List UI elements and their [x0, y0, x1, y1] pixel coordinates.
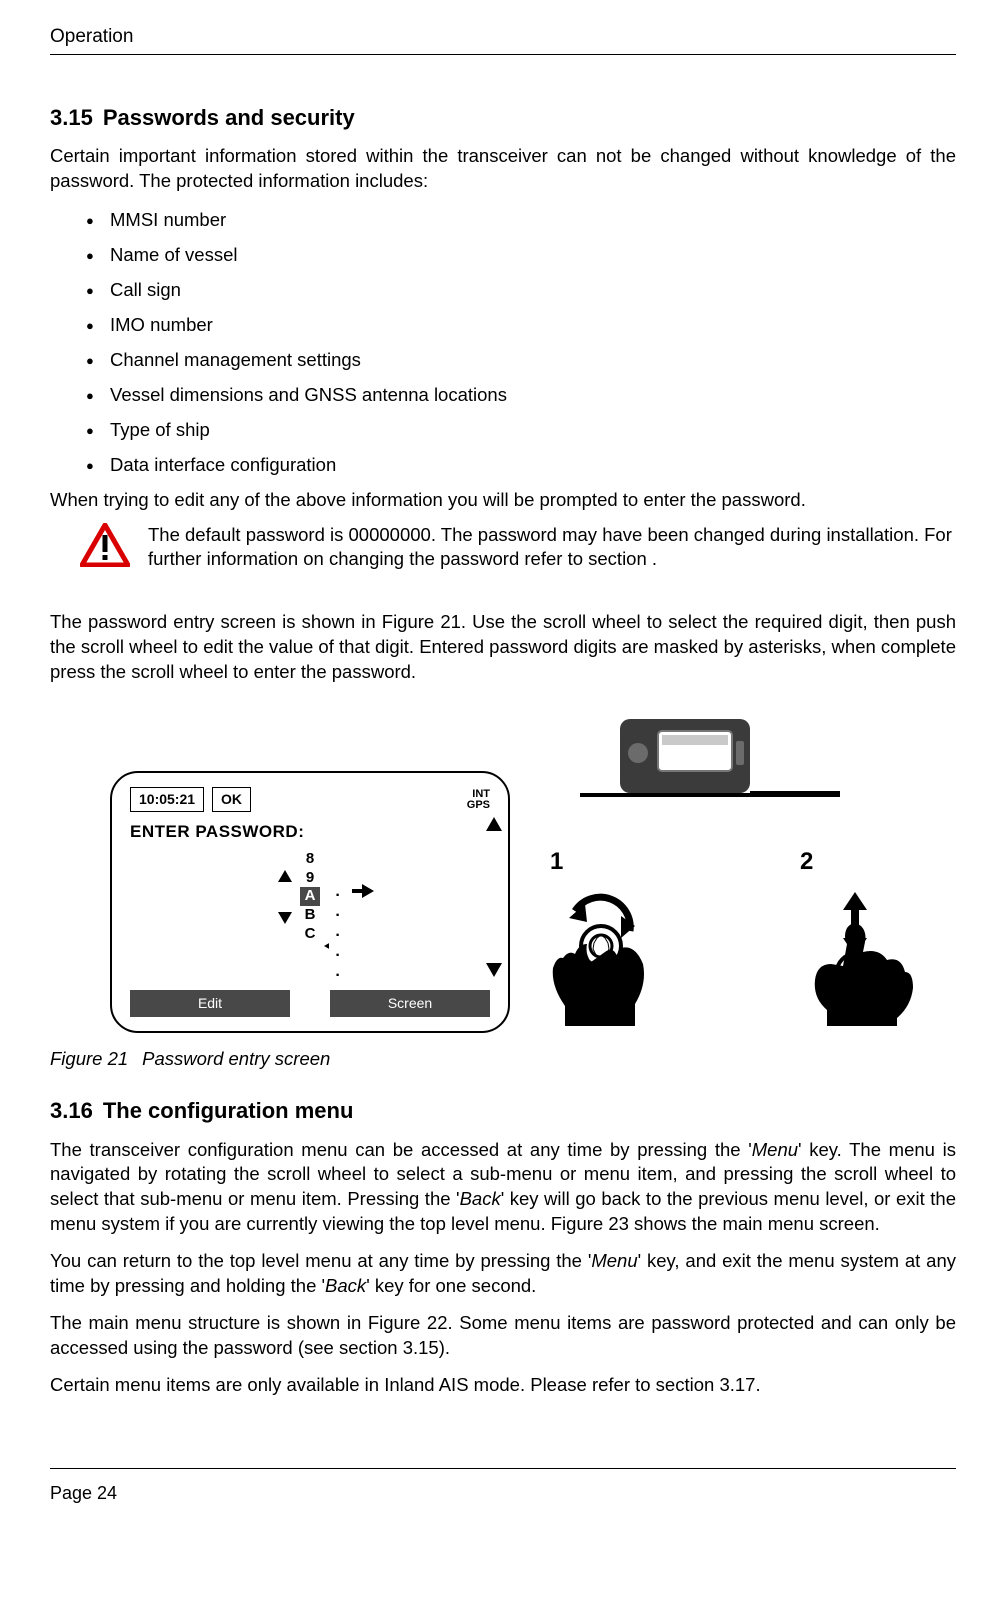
status-box: OK — [212, 787, 251, 812]
device-and-hands: 1 2 — [530, 713, 950, 1033]
softkey-row: Edit Screen — [130, 990, 490, 1017]
hand-number-1: 1 — [530, 846, 700, 878]
horizontal-arrows-icon: · · · · · · — [324, 886, 361, 1006]
section-316-p4: Certain menu items are only available in… — [50, 1373, 956, 1398]
page-header: Operation — [50, 24, 956, 50]
char-option: C — [305, 925, 316, 944]
protected-info-list: MMSI number Name of vessel Call sign IMO… — [50, 208, 956, 478]
list-item: IMO number — [110, 313, 956, 338]
figure-21-caption: Figure 21 Password entry screen — [50, 1047, 956, 1072]
page-number: Page 24 — [50, 1481, 956, 1505]
after-list-text: When trying to edit any of the above inf… — [50, 488, 956, 513]
list-item: Channel management settings — [110, 348, 956, 373]
password-screen-mockup: 10:05:21 OK INT GPS ENTER PASSWORD: 8 9 … — [110, 771, 510, 1033]
back-key-label: Back — [460, 1188, 501, 1209]
int-gps-label: INT GPS — [467, 789, 490, 811]
char-option: 9 — [306, 869, 314, 888]
figure-number: Figure 21 — [50, 1048, 128, 1069]
list-item: Data interface configuration — [110, 453, 956, 478]
hand-number-2: 2 — [780, 846, 950, 878]
char-option: 8 — [306, 850, 314, 869]
section-316-p3: The main menu structure is shown in Figu… — [50, 1311, 956, 1361]
section-315-title: Passwords and security — [103, 105, 355, 130]
figure-21-area: 10:05:21 OK INT GPS ENTER PASSWORD: 8 9 … — [50, 713, 956, 1033]
softkey-edit: Edit — [130, 990, 290, 1017]
char-selector: 8 9 A B C · · · · · · — [130, 850, 490, 968]
list-item: MMSI number — [110, 208, 956, 233]
section-315-number: 3.15 — [50, 105, 93, 130]
enter-password-label: ENTER PASSWORD: — [130, 821, 490, 844]
list-item: Call sign — [110, 278, 956, 303]
scroll-up-icon — [486, 813, 502, 837]
softkey-screen: Screen — [330, 990, 490, 1017]
menu-key-label: Menu — [591, 1250, 637, 1271]
list-item: Type of ship — [110, 418, 956, 443]
hand-press: 2 — [780, 846, 950, 1033]
footer-divider — [50, 1468, 956, 1469]
hands-row: 1 2 — [530, 846, 950, 1033]
time-box: 10:05:21 — [130, 787, 204, 812]
menu-key-label: Menu — [752, 1139, 798, 1160]
section-315-para2: The password entry screen is shown in Fi… — [50, 610, 956, 685]
section-315-heading: 3.15 Passwords and security — [50, 103, 956, 133]
hand-rotate: 1 — [530, 846, 700, 1033]
section-316-title: The configuration menu — [103, 1098, 354, 1123]
section-315-intro: Certain important information stored wit… — [50, 144, 956, 194]
status-row: 10:05:21 OK INT GPS — [130, 789, 490, 811]
char-column: 8 9 A B C · · · · · · — [300, 850, 321, 968]
figure-caption-text: Password entry screen — [142, 1048, 330, 1069]
section-316-p1: The transceiver configuration menu can b… — [50, 1138, 956, 1238]
scroll-down-icon — [486, 959, 502, 983]
char-option: B — [305, 906, 316, 925]
device-icon — [580, 713, 840, 833]
header-divider — [50, 54, 956, 55]
back-key-label: Back — [325, 1275, 366, 1296]
vertical-arrows-icon — [278, 870, 292, 924]
warning-row: The default password is 00000000. The pa… — [80, 523, 956, 574]
warning-icon — [80, 523, 130, 574]
mask-dots: · · · · · · — [335, 886, 361, 1006]
char-selected: A — [300, 887, 321, 906]
list-item: Vessel dimensions and GNSS antenna locat… — [110, 383, 956, 408]
list-item: Name of vessel — [110, 243, 956, 268]
section-316-heading: 3.16 The configuration menu — [50, 1096, 956, 1126]
warning-text: The default password is 00000000. The pa… — [148, 523, 956, 571]
section-316-number: 3.16 — [50, 1098, 93, 1123]
section-316-p2: You can return to the top level menu at … — [50, 1249, 956, 1299]
